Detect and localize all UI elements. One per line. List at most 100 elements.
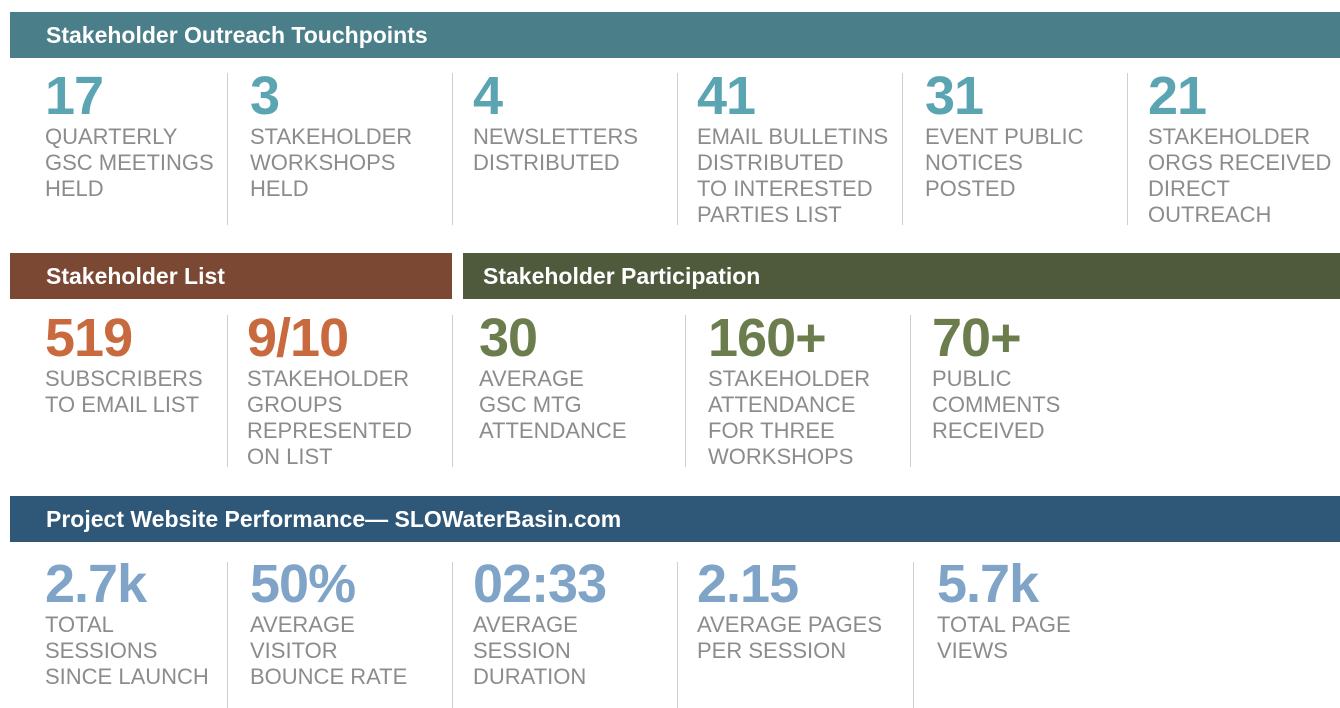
label-line: TO INTERESTED: [697, 176, 873, 201]
label-line: SESSION: [473, 638, 571, 663]
label-line: DURATION: [473, 664, 587, 689]
divider: [227, 562, 228, 708]
stat-value: 21: [1148, 66, 1207, 126]
stat-label: EMAIL BULLETINS DISTRIBUTED TO INTERESTED P…: [697, 124, 888, 228]
stat-value: 31: [925, 66, 984, 126]
label-line: PER SESSION: [697, 638, 847, 663]
stat-value: 50%: [250, 554, 356, 614]
stat-label: SUBSCRIBERS TO EMAIL LIST: [45, 366, 203, 418]
stat-label: STAKEHOLDER GROUPS REPRESENTED ON LIST: [247, 366, 412, 470]
stat-value: 17: [45, 66, 104, 126]
stat-value: 4: [473, 66, 503, 126]
stat: 31 EVENT PUBLIC NOTICES POSTED: [925, 66, 1084, 202]
label-line: SESSIONS: [45, 638, 158, 663]
stat-label: NEWSLETTERS DISTRIBUTED: [473, 124, 638, 176]
label-line: ORGS RECEIVED: [1148, 150, 1332, 175]
label-line: VIEWS: [937, 638, 1008, 663]
stat-value: 2.15: [697, 554, 799, 614]
label-line: STAKEHOLDER: [250, 124, 413, 149]
label-line: DIRECT: [1148, 176, 1230, 201]
label-line: DISTRIBUTED: [473, 150, 620, 175]
stat: 2.15 AVERAGE PAGES PER SESSION: [697, 554, 882, 664]
divider: [227, 73, 228, 225]
label-line: TO EMAIL LIST: [45, 392, 200, 417]
stat: 519 SUBSCRIBERS TO EMAIL LIST: [45, 308, 203, 418]
section-header: Stakeholder List: [10, 253, 452, 299]
label-line: EMAIL BULLETINS: [697, 124, 889, 149]
divider: [452, 315, 453, 467]
stat: 4 NEWSLETTERS DISTRIBUTED: [473, 66, 638, 176]
label-line: HELD: [45, 176, 104, 201]
divider: [685, 315, 686, 467]
divider: [902, 73, 903, 225]
label-line: ATTENDANCE: [708, 392, 856, 417]
stat-value: 9/10: [247, 308, 349, 368]
stat-value: 02:33: [473, 554, 607, 614]
section-header: Project Website Performance— SLOWaterBas…: [10, 496, 1340, 542]
stat-label: AVERAGE PAGES PER SESSION: [697, 612, 882, 664]
label-line: AVERAGE: [473, 612, 578, 637]
stat: 50% AVERAGE VISITOR BOUNCE RATE: [250, 554, 407, 690]
label-line: AVERAGE PAGES: [697, 612, 883, 637]
label-line: DISTRIBUTED: [697, 150, 844, 175]
stat: 17 QUARTERLY GSC MEETINGS HELD: [45, 66, 214, 202]
label-line: EVENT PUBLIC: [925, 124, 1084, 149]
stat: 02:33 AVERAGE SESSION DURATION: [473, 554, 607, 690]
label-line: RECEIVED: [932, 418, 1045, 443]
divider: [677, 73, 678, 225]
stat-value: 2.7k: [45, 554, 147, 614]
stat-label: AVERAGE SESSION DURATION: [473, 612, 606, 690]
stat-value: 5.7k: [937, 554, 1039, 614]
label-line: POSTED: [925, 176, 1016, 201]
divider: [677, 562, 678, 708]
label-line: GROUPS: [247, 392, 343, 417]
label-line: TOTAL PAGE: [937, 612, 1071, 637]
stat: 9/10 STAKEHOLDER GROUPS REPRESENTED ON LIST: [247, 308, 412, 470]
label-line: QUARTERLY: [45, 124, 178, 149]
stat: 41 EMAIL BULLETINS DISTRIBUTED TO INTERESTE…: [697, 66, 888, 228]
label-line: HELD: [250, 176, 309, 201]
label-line: GSC MTG: [479, 392, 582, 417]
label-line: TOTAL: [45, 612, 114, 637]
label-line: VISITOR: [250, 638, 338, 663]
stat-value: 519: [45, 308, 133, 368]
section-header: Stakeholder Participation: [463, 253, 1340, 299]
divider: [452, 73, 453, 225]
label-line: PUBLIC: [932, 366, 1012, 391]
stat-label: AVERAGE VISITOR BOUNCE RATE: [250, 612, 407, 690]
stat-label: AVERAGE GSC MTG ATTENDANCE: [479, 366, 627, 444]
label-line: FOR THREE: [708, 418, 835, 443]
label-line: ATTENDANCE: [479, 418, 627, 443]
stat-value: 41: [697, 66, 756, 126]
stat: 2.7k TOTAL SESSIONS SINCE LAUNCH: [45, 554, 209, 690]
stat-value: 160+: [708, 308, 827, 368]
stat: 5.7k TOTAL PAGE VIEWS: [937, 554, 1071, 664]
stat-label: STAKEHOLDER ORGS RECEIVED DIRECT OUTREACH: [1148, 124, 1331, 228]
label-line: COMMENTS: [932, 392, 1061, 417]
label-line: AVERAGE: [479, 366, 584, 391]
label-line: OUTREACH: [1148, 202, 1272, 227]
label-line: NOTICES: [925, 150, 1023, 175]
stat: 160+ STAKEHOLDER ATTENDANCE FOR THREE WORKSH…: [708, 308, 870, 470]
stat-label: EVENT PUBLIC NOTICES POSTED: [925, 124, 1084, 202]
divider: [452, 562, 453, 708]
label-line: NEWSLETTERS: [473, 124, 639, 149]
label-line: BOUNCE RATE: [250, 664, 408, 689]
stat-label: TOTAL PAGE VIEWS: [937, 612, 1071, 664]
stat-label: QUARTERLY GSC MEETINGS HELD: [45, 124, 214, 202]
divider: [913, 562, 914, 708]
label-line: AVERAGE: [250, 612, 355, 637]
section-header: Stakeholder Outreach Touchpoints: [10, 12, 1340, 58]
divider: [910, 315, 911, 467]
stat-label: STAKEHOLDER ATTENDANCE FOR THREE WORKSHOPS: [708, 366, 870, 470]
stat-label: PUBLIC COMMENTS RECEIVED: [932, 366, 1060, 444]
stat: 21 STAKEHOLDER ORGS RECEIVED DIRECT OUTREACH: [1148, 66, 1331, 228]
label-line: ON LIST: [247, 444, 333, 469]
label-line: WORKSHOPS: [250, 150, 396, 175]
stat-value: 3: [250, 66, 280, 126]
label-line: SUBSCRIBERS: [45, 366, 203, 391]
divider: [1127, 73, 1128, 225]
label-line: REPRESENTED: [247, 418, 413, 443]
label-line: STAKEHOLDER: [708, 366, 871, 391]
